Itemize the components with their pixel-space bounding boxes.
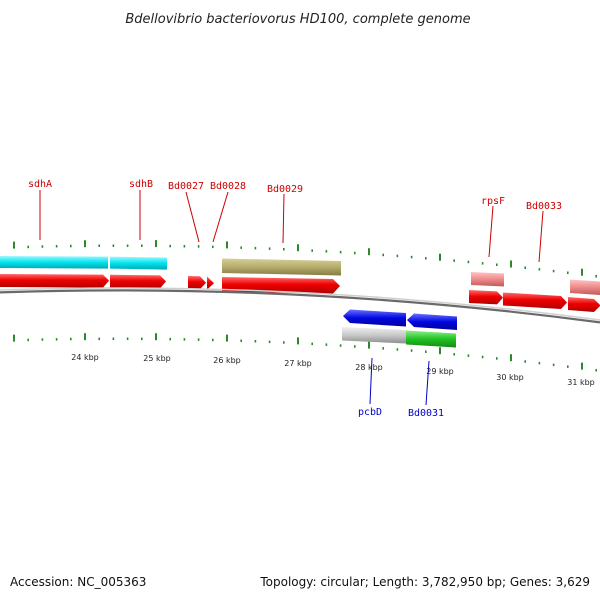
genome-backbone	[0, 287, 600, 321]
cds-bd0029[interactable]	[222, 277, 340, 294]
gene-labels: sdhA sdhB Bd0027 Bd0028 Bd0029 rpsF Bd00…	[28, 179, 562, 419]
upper-tick-track	[13, 240, 598, 278]
kbp-label-24: 24 kbp	[71, 353, 99, 362]
gene-label-bd0027[interactable]: Bd0027	[168, 181, 204, 192]
kbp-label-26: 26 kbp	[213, 356, 241, 365]
feature-bd0029[interactable]	[222, 258, 341, 276]
lower-tick-track	[13, 333, 598, 372]
leader-bd0033	[538, 210, 544, 263]
feature-pcbd-bottom[interactable]	[342, 327, 406, 344]
kbp-label-27: 27 kbp	[284, 359, 312, 368]
feature-layer	[0, 256, 600, 348]
feature-pcbd[interactable]	[343, 309, 406, 327]
genome-summary-text: Topology: circular; Length: 3,782,950 bp…	[259, 575, 590, 589]
map-title: Bdellovibrio bacteriovorus HD100, comple…	[125, 12, 470, 27]
feature-sdhB[interactable]	[110, 256, 167, 270]
cds-bd0027[interactable]	[188, 276, 206, 290]
label-leaders	[39, 190, 544, 263]
gene-label-sdhB[interactable]: sdhB	[129, 179, 153, 190]
leader-rpsf	[488, 205, 494, 258]
feature-sdhA[interactable]	[0, 256, 108, 269]
kbp-label-30: 30 kbp	[496, 373, 524, 382]
leader-bd0027	[185, 191, 200, 243]
leader-bd0028	[212, 191, 229, 243]
leader-bd0031	[425, 360, 430, 406]
kbp-label-31: 31 kbp	[567, 378, 595, 387]
kbp-label-25: 25 kbp	[143, 354, 171, 363]
cds-bd0033[interactable]	[503, 292, 567, 310]
gene-label-bd0028[interactable]: Bd0028	[210, 181, 246, 192]
gene-label-pcbd[interactable]: pcbD	[358, 407, 382, 418]
feature-bd0033[interactable]	[570, 279, 600, 296]
label-leaders-lower	[369, 357, 430, 406]
gene-label-bd0029[interactable]: Bd0029	[267, 184, 303, 195]
leader-pcbd	[369, 357, 373, 405]
feature-rpsf[interactable]	[471, 272, 504, 287]
gene-label-rpsf[interactable]: rpsF	[481, 196, 505, 207]
cds-sdhA[interactable]	[0, 274, 109, 288]
gene-label-sdhA[interactable]: sdhA	[28, 179, 52, 190]
cds-sdhB[interactable]	[110, 274, 166, 289]
scale-labels: 24 kbp 25 kbp 26 kbp 27 kbp 28 kbp 29 kb…	[71, 353, 595, 387]
gene-label-bd0031[interactable]: Bd0031	[408, 408, 444, 419]
kbp-label-28: 28 kbp	[355, 363, 383, 372]
cds-next[interactable]	[568, 297, 600, 312]
feature-bd0031-bottom[interactable]	[406, 330, 456, 348]
leader-bd0029	[282, 193, 285, 244]
kbp-label-29: 29 kbp	[426, 367, 454, 376]
gene-label-bd0033[interactable]: Bd0033	[526, 201, 562, 212]
genome-backbone-shadow	[0, 289, 600, 324]
cds-rpsf[interactable]	[469, 290, 503, 305]
feature-bd0031[interactable]	[407, 313, 457, 331]
accession-text: Accession: NC_005363	[10, 575, 146, 589]
cds-bd0028[interactable]	[207, 276, 214, 290]
